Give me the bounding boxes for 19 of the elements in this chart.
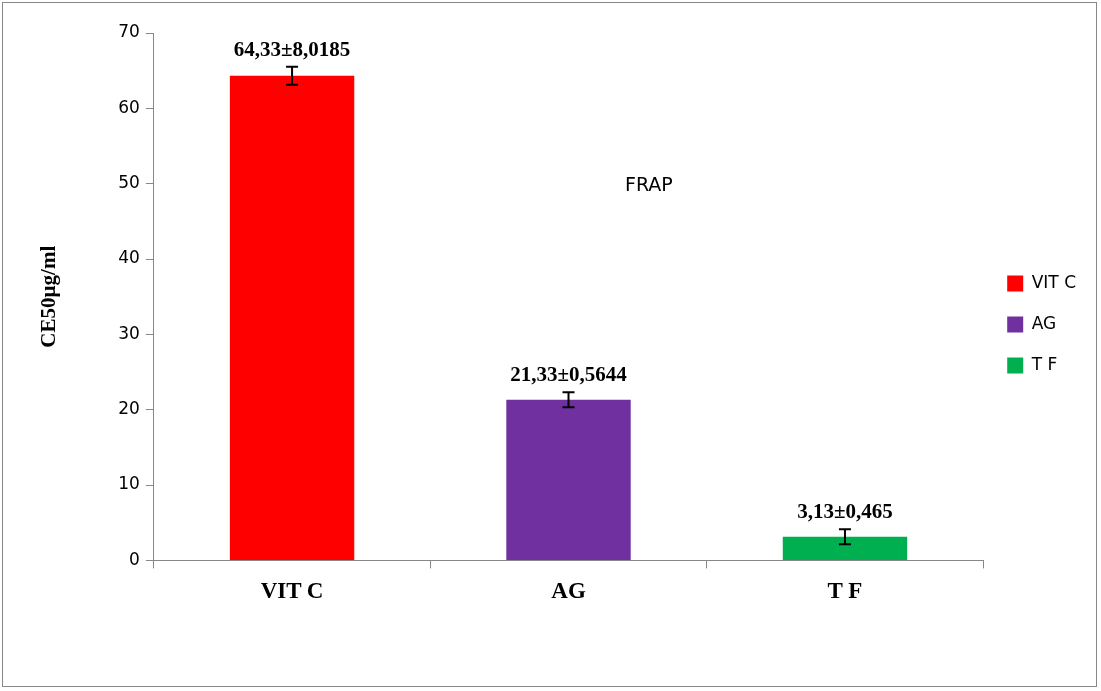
y-tick-label: 10 — [118, 473, 140, 494]
data-label: 3,13±0,465 — [797, 499, 893, 524]
y-axis-title: CE50µg/ml — [36, 245, 61, 348]
y-tick-label: 60 — [118, 96, 140, 117]
x-tick-label: T F — [827, 578, 863, 604]
x-tick-label: VIT C — [260, 578, 324, 604]
y-tick-label: 0 — [129, 548, 140, 569]
x-tick-label: AG — [551, 578, 586, 604]
y-tick-label: 20 — [118, 398, 140, 419]
data-label: 64,33±8,0185 — [233, 36, 351, 61]
y-tick-label: 70 — [118, 21, 140, 42]
y-tick-label: 40 — [118, 247, 140, 268]
legend-label: T F — [1030, 353, 1058, 374]
legend-label: VIT C — [1031, 271, 1077, 292]
y-tick-label: 30 — [118, 322, 140, 343]
data-label: 21,33±0,5644 — [510, 362, 628, 387]
y-tick-label: 50 — [118, 172, 140, 193]
annotation: FRAP — [625, 172, 673, 195]
legend-label: AG — [1031, 312, 1057, 333]
